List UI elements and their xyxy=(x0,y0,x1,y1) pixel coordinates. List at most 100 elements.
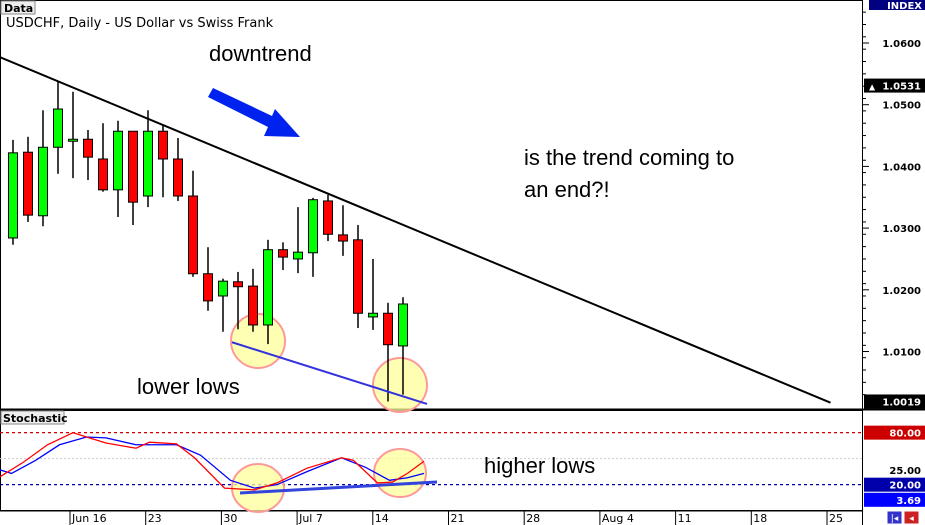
candle-body xyxy=(218,280,228,297)
candle-body xyxy=(308,199,318,254)
scroll-right-button[interactable]: ◂ xyxy=(903,510,920,525)
axis-tick-label: 1.0400 xyxy=(882,162,921,173)
candle-body xyxy=(263,249,273,326)
trend-lines xyxy=(0,56,831,495)
low-price-label: 1.0019 xyxy=(882,397,921,408)
candle xyxy=(293,207,303,274)
axis-header: INDEX xyxy=(887,1,922,12)
stoch-20-label-bg xyxy=(864,477,925,492)
candle-body xyxy=(203,273,213,302)
candle-body xyxy=(8,152,18,239)
scroll-left-button[interactable]: |◂ xyxy=(886,510,903,525)
candle xyxy=(353,225,363,329)
lower-lows-line xyxy=(231,341,428,405)
axis-tick-label: 1.0500 xyxy=(882,101,921,112)
candle-body xyxy=(128,130,138,203)
candle xyxy=(113,120,123,217)
stochastic-line xyxy=(0,431,425,491)
date-label: 25 xyxy=(829,512,843,525)
candle-body xyxy=(383,312,393,346)
candle xyxy=(323,194,333,242)
annotation-question-2: an end?! xyxy=(524,177,610,202)
last-price-label: 1.0531 xyxy=(882,82,921,93)
date-label: 18 xyxy=(753,512,767,525)
candle xyxy=(263,239,273,345)
candle xyxy=(53,81,63,174)
candle-body xyxy=(398,303,408,347)
date-label: 23 xyxy=(148,512,162,525)
downtrend-line xyxy=(0,56,831,404)
axis-tick-label: 1.0600 xyxy=(882,39,921,50)
stoch-hidden-label: 25.00 xyxy=(889,466,921,477)
stoch-20-label: 20.00 xyxy=(889,481,921,492)
annotation-question-1: is the trend coming to xyxy=(524,145,734,170)
last-price-label-bg xyxy=(864,78,925,93)
scroll-right-icon: ◂ xyxy=(909,514,914,524)
annotation-downtrend: downtrend xyxy=(209,41,312,66)
up-arrow-icon: ▲ xyxy=(869,83,876,92)
candle xyxy=(278,242,288,271)
candle xyxy=(368,258,378,330)
date-label: Jul 7 xyxy=(298,512,323,525)
candles xyxy=(8,81,408,402)
candle xyxy=(383,302,393,402)
stochastic-lines xyxy=(0,431,425,491)
date-label: 21 xyxy=(451,512,465,525)
stoch-current-label: 3.69 xyxy=(896,496,921,507)
candle-body xyxy=(248,285,258,326)
candle xyxy=(398,297,408,395)
stoch-current-label-bg xyxy=(864,492,925,507)
candle xyxy=(308,197,318,277)
candle xyxy=(338,205,348,256)
candle xyxy=(203,247,213,311)
candle-body xyxy=(338,234,348,242)
candle-body xyxy=(368,312,378,318)
candle-body xyxy=(353,239,363,314)
scroll-left-icon: |◂ xyxy=(891,514,899,524)
stochastic-line xyxy=(0,436,425,489)
candle-body xyxy=(293,251,303,260)
date-label: 14 xyxy=(375,512,389,525)
stoch-80-label-bg xyxy=(864,425,925,440)
candle-body xyxy=(23,151,33,216)
higher-lows-line xyxy=(239,480,438,495)
highlight-circle xyxy=(373,448,427,498)
candle xyxy=(233,271,243,330)
candle xyxy=(38,110,48,227)
chart-title: USDCHF, Daily - US Dollar vs Swiss Frank xyxy=(6,16,274,31)
axis-tick-label: 1.0300 xyxy=(882,224,921,235)
candle xyxy=(128,130,138,226)
candle xyxy=(83,129,93,180)
date-label: Jun 16 xyxy=(71,512,107,525)
candle xyxy=(158,125,168,198)
candle-body xyxy=(38,146,48,217)
highlight-circle xyxy=(372,357,428,413)
annotation-lower-lows: lower lows xyxy=(137,374,240,399)
candle-body xyxy=(323,200,333,235)
candle-body xyxy=(173,158,183,197)
candle xyxy=(248,268,258,332)
stoch-80-label: 80.00 xyxy=(889,429,921,440)
candle-body xyxy=(113,130,123,191)
candle-body xyxy=(68,138,78,142)
candle-body xyxy=(143,130,153,197)
axis-tick-label: 1.0100 xyxy=(882,348,921,359)
date-label: 28 xyxy=(526,512,540,525)
candle-body xyxy=(83,138,93,158)
candle-body xyxy=(233,281,243,288)
annotation-higher-lows: higher lows xyxy=(484,453,595,478)
candle-body xyxy=(53,108,63,148)
stochastic-panel-label: Stochastic xyxy=(3,412,68,425)
candle-body xyxy=(188,195,198,275)
data-panel-label: Data xyxy=(4,2,33,15)
axis-tick-label: 1.0200 xyxy=(882,286,921,297)
candle xyxy=(98,123,108,192)
candle-body xyxy=(98,158,108,191)
date-label: Aug 4 xyxy=(602,512,634,525)
candle xyxy=(218,278,228,332)
candle xyxy=(188,170,198,277)
candle xyxy=(173,138,183,201)
downtrend-arrow xyxy=(208,88,300,137)
date-label: 30 xyxy=(223,512,237,525)
